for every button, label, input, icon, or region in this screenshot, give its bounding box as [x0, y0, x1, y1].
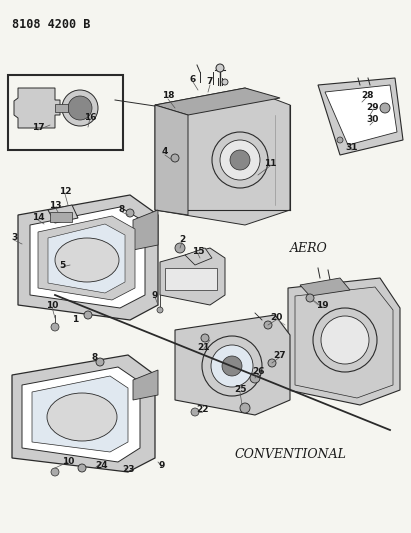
Text: 9: 9 — [152, 290, 158, 300]
Bar — [165, 268, 217, 290]
Polygon shape — [48, 205, 78, 223]
Polygon shape — [18, 195, 158, 320]
Polygon shape — [12, 355, 155, 472]
Polygon shape — [32, 376, 128, 452]
Circle shape — [78, 464, 86, 472]
Text: 2: 2 — [179, 236, 185, 245]
Circle shape — [84, 311, 92, 319]
Polygon shape — [155, 88, 290, 225]
Text: CONVENTIONAL: CONVENTIONAL — [234, 448, 346, 462]
Text: 22: 22 — [196, 406, 208, 415]
Circle shape — [306, 294, 314, 302]
Polygon shape — [14, 88, 60, 128]
Text: 20: 20 — [270, 313, 282, 322]
Polygon shape — [155, 105, 188, 215]
Text: 4: 4 — [162, 148, 168, 157]
Circle shape — [222, 356, 242, 376]
Circle shape — [96, 358, 104, 366]
Polygon shape — [318, 78, 403, 155]
Polygon shape — [38, 216, 135, 300]
Text: 16: 16 — [84, 114, 96, 123]
Text: AERO: AERO — [290, 241, 328, 254]
Circle shape — [62, 90, 98, 126]
Text: 1: 1 — [72, 316, 78, 325]
Ellipse shape — [47, 393, 117, 441]
Circle shape — [250, 373, 260, 383]
Polygon shape — [175, 315, 290, 415]
Text: 7: 7 — [207, 77, 213, 86]
Polygon shape — [300, 278, 350, 296]
Circle shape — [51, 323, 59, 331]
Circle shape — [264, 321, 272, 329]
Circle shape — [157, 307, 163, 313]
Polygon shape — [22, 367, 140, 462]
Circle shape — [202, 336, 262, 396]
Polygon shape — [133, 210, 158, 250]
Text: 9: 9 — [159, 461, 165, 470]
Text: 3: 3 — [11, 233, 17, 243]
Circle shape — [240, 403, 250, 413]
Text: 8: 8 — [92, 353, 98, 362]
Circle shape — [230, 150, 250, 170]
Text: 15: 15 — [192, 247, 204, 256]
Text: 6: 6 — [190, 75, 196, 84]
Circle shape — [201, 334, 209, 342]
Text: 21: 21 — [197, 343, 209, 352]
Circle shape — [68, 96, 92, 120]
Polygon shape — [160, 248, 225, 305]
Circle shape — [211, 345, 253, 387]
Text: 8: 8 — [119, 206, 125, 214]
Circle shape — [191, 408, 199, 416]
Circle shape — [380, 103, 390, 113]
Text: 27: 27 — [274, 351, 286, 359]
Polygon shape — [133, 370, 158, 400]
Circle shape — [51, 468, 59, 476]
Ellipse shape — [55, 238, 119, 282]
Circle shape — [222, 79, 228, 85]
Text: 25: 25 — [234, 385, 246, 394]
Bar — [8, 75, 123, 150]
Text: 26: 26 — [252, 367, 264, 376]
Circle shape — [171, 154, 179, 162]
Circle shape — [268, 359, 276, 367]
Polygon shape — [55, 104, 68, 112]
Text: 10: 10 — [62, 457, 74, 466]
Text: 31: 31 — [346, 143, 358, 152]
Polygon shape — [325, 85, 397, 145]
Circle shape — [321, 316, 369, 364]
Text: 24: 24 — [96, 461, 109, 470]
Text: 12: 12 — [59, 188, 71, 197]
Circle shape — [126, 209, 134, 217]
Text: 18: 18 — [162, 92, 174, 101]
Circle shape — [313, 308, 377, 372]
Polygon shape — [30, 207, 145, 308]
Circle shape — [175, 243, 185, 253]
Text: 8108 4200 B: 8108 4200 B — [12, 18, 90, 31]
Polygon shape — [155, 88, 280, 115]
Text: 13: 13 — [49, 200, 61, 209]
Text: 19: 19 — [316, 301, 328, 310]
Circle shape — [220, 140, 260, 180]
Circle shape — [212, 132, 268, 188]
Circle shape — [337, 137, 343, 143]
Bar — [50, 212, 72, 222]
Text: 29: 29 — [367, 103, 379, 112]
Text: 30: 30 — [367, 116, 379, 125]
Text: 10: 10 — [46, 301, 58, 310]
Text: 28: 28 — [361, 91, 373, 100]
Polygon shape — [288, 278, 400, 405]
Text: 14: 14 — [32, 214, 44, 222]
Text: 5: 5 — [59, 261, 65, 270]
Text: 23: 23 — [122, 465, 134, 474]
Text: 11: 11 — [264, 158, 276, 167]
Text: 17: 17 — [32, 124, 44, 133]
Polygon shape — [48, 224, 125, 293]
Circle shape — [216, 64, 224, 72]
Polygon shape — [185, 248, 212, 265]
